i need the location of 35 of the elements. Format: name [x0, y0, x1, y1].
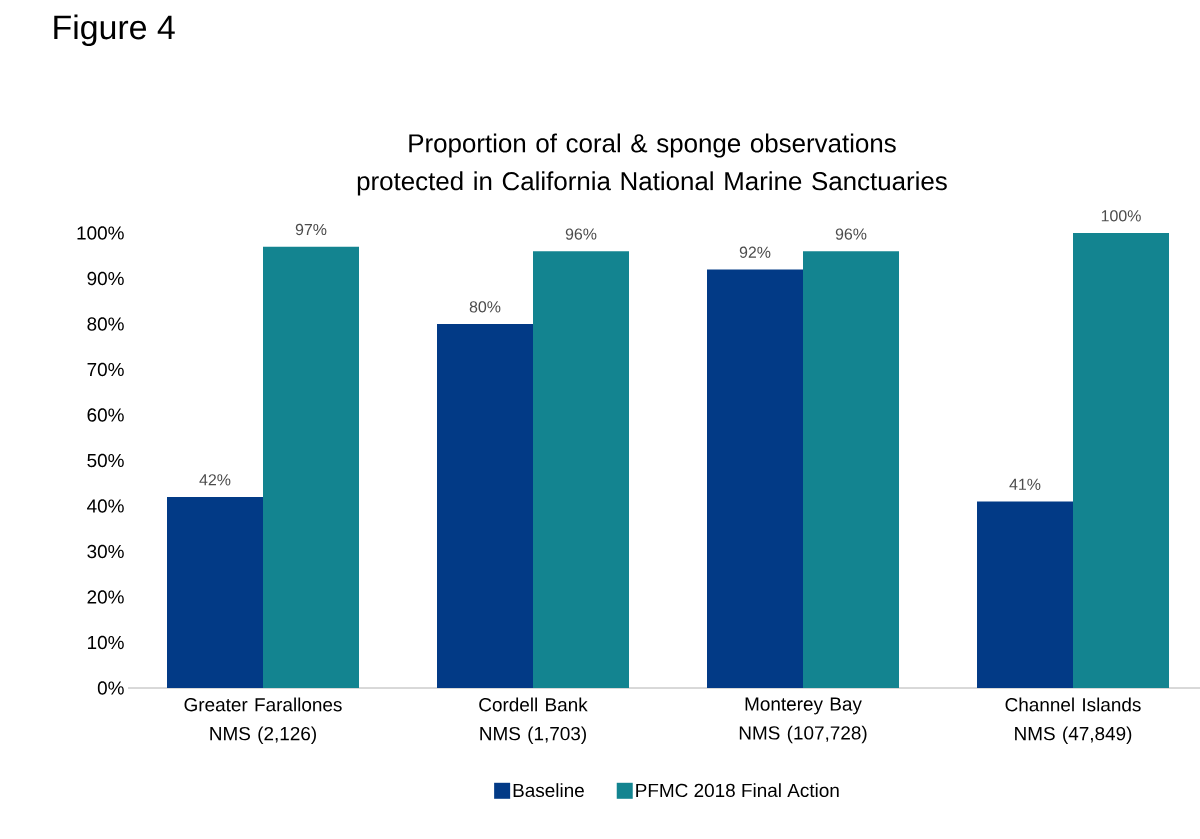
bar: [707, 269, 803, 688]
data-label: 96%: [565, 228, 597, 240]
x-tick-label: Greater Farallones NMS (2,126): [184, 697, 342, 745]
data-label: 100%: [1101, 210, 1141, 222]
y-tick-label: 50%: [87, 453, 124, 468]
data-label: 42%: [199, 474, 231, 486]
y-tick-label: 60%: [87, 408, 124, 422]
y-tick-label: 20%: [87, 590, 124, 604]
x-tick-label: Channel Islands NMS (47,849): [1005, 697, 1141, 745]
data-label: 97%: [295, 223, 327, 236]
legend-label: Baseline: [513, 783, 584, 798]
data-label: 80%: [469, 301, 501, 313]
bar: [533, 251, 629, 688]
caption: Figure 4: [54, 14, 175, 47]
data-label: 92%: [739, 246, 771, 258]
data-label: 96%: [835, 228, 867, 240]
y-tick-label: 30%: [87, 544, 124, 559]
chart-title: Proportion of coral & sponge observations protected in California National Marine Sanctuaries: [357, 133, 947, 196]
y-tick-label: 10%: [88, 635, 124, 650]
y-tick-label: 40%: [87, 499, 124, 513]
bar: [167, 496, 263, 688]
y-tick-label: 80%: [87, 317, 124, 331]
bar: [263, 246, 359, 688]
bar: [437, 324, 533, 688]
bar: [977, 501, 1074, 688]
y-tick-label: 90%: [87, 271, 124, 286]
bar: [803, 251, 900, 688]
y-tick-label: 0%: [97, 681, 124, 695]
x-tick-label: Monterey Bay NMS (107,728): [739, 697, 867, 744]
data-label: 41%: [1009, 478, 1041, 490]
y-tick-label: 100%: [77, 226, 124, 240]
y-tick-label: 70%: [87, 362, 124, 377]
bar: [1073, 233, 1170, 688]
legend-label: PFMC 2018 Final Action: [636, 783, 839, 798]
x-tick-label: Cordell Bank NMS (1,703): [479, 697, 588, 745]
